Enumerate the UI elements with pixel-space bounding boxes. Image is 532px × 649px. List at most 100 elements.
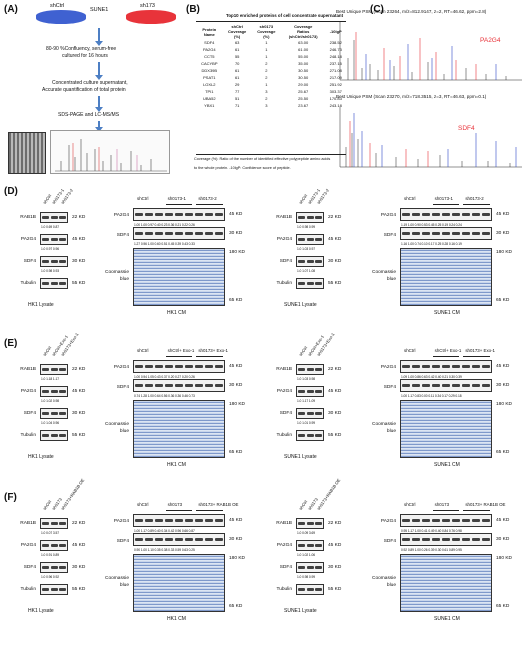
- hk1-cm-ratio2: 0.74 1.28 1.00 0.64 0.56 0.36 0.36 0.46 …: [134, 393, 195, 398]
- table-header-line: (%): [263, 34, 270, 39]
- sune1-cm-band: [442, 519, 450, 522]
- sune1-lysate-band: [298, 216, 305, 219]
- hk1-lysate-protein-label: Tubulin: [20, 281, 36, 286]
- table-cell: 29.00: [298, 82, 309, 87]
- sune1-lysate-caption: SUNE1 Lysate: [284, 608, 317, 614]
- hk1-lysate-band: [50, 544, 58, 547]
- sune1-lysate-band: [306, 588, 314, 591]
- sune1-lysate-protein-label: RAB1B: [276, 215, 292, 220]
- sune1-lysate-protein-label: SDF4: [279, 565, 292, 570]
- hk1-cm-band: [155, 384, 163, 387]
- table-rule-bottom: [196, 154, 346, 155]
- table-cell: 63.00: [298, 40, 309, 45]
- hk1-cm-band: [165, 232, 173, 235]
- sune1-lysate-kda: 55 KD: [328, 587, 342, 592]
- table-cell: LOXL2: [203, 82, 216, 87]
- hk1-cm-band: [155, 538, 163, 541]
- hk1-cm-band: [205, 384, 213, 387]
- table-cell: CACYBP: [201, 61, 218, 66]
- sune1-cm-blue-label: blue: [386, 429, 396, 434]
- hk1-lysate-band: [42, 238, 49, 241]
- sune1-lysate-ratio: 1.0 0.98 0.99: [297, 224, 315, 229]
- hk1-cm-ratio2: 0.90 1.00 1.10 0.35 0.38 0.33 0.59 0.63 …: [134, 547, 195, 552]
- sune1-cm-band: [462, 365, 470, 368]
- sune1-cm-band: [452, 519, 460, 522]
- hk1-cm-band: [175, 538, 183, 541]
- hk1-cm-sdf4-label: SDF4: [116, 539, 129, 544]
- table-cell: 61.00: [298, 47, 309, 52]
- table-cell: 248.18: [329, 54, 342, 59]
- sune1-lysate-band: [298, 390, 305, 393]
- hk1-cm-band: [215, 384, 223, 387]
- sune1-cm-bracket: [432, 204, 460, 205]
- table-title: Top10 enriched proteins of cell concentr…: [226, 13, 344, 18]
- sune1-cm-band: [462, 213, 470, 216]
- spectrum-1: [336, 18, 526, 88]
- sune1-cm-coomassie-label: Coomassie: [372, 576, 396, 581]
- sune1-lysate-band: [298, 238, 305, 241]
- sune1-lysate-band: [315, 544, 322, 547]
- hk1-cm-bracket: [165, 510, 193, 511]
- hk1-cm-band: [145, 384, 153, 387]
- hk1-lysate-band: [42, 544, 49, 547]
- sune1-lysate-ratio: 1.0 1.03 0.98: [297, 376, 315, 381]
- hk1-lysate-protein-label: SDF4: [23, 259, 36, 264]
- sune1-cm-band: [432, 384, 440, 387]
- hk1-lysate-kda: 55 KD: [72, 587, 86, 592]
- sune1-lysate-band: [315, 390, 322, 393]
- sune1-cm-band: [472, 538, 480, 541]
- sune1-lysate-band: [298, 588, 305, 591]
- sune1-lysate-band: [306, 216, 314, 219]
- sune1-lysate-band: [298, 260, 305, 263]
- hk1-cm-ratio1: 1.00 1.00 0.97 0.40 0.23 0.36 0.21 0.22 …: [134, 222, 195, 227]
- table-cell: CCT5: [204, 54, 215, 59]
- sune1-lysate-band: [306, 434, 314, 437]
- hk1-cm-group-label: shCtrl: [137, 196, 149, 201]
- hk1-lysate-protein-label: Tubulin: [20, 587, 36, 592]
- sune1-cm-band: [452, 538, 460, 541]
- hk1-lysate-caption: HK1 Lysate: [28, 454, 54, 460]
- sune1-cm-blue-label: blue: [386, 277, 396, 282]
- hk1-lysate-band: [42, 390, 49, 393]
- hk1-lysate-ratio: 1.0 1.04 0.96: [41, 420, 59, 425]
- arrow-4: [95, 121, 103, 132]
- hk1-lysate-kda: 22 KD: [72, 521, 86, 526]
- hk1-lysate-lane-label: shCtrl: [41, 345, 53, 357]
- hk1-lysate-band: [59, 544, 66, 547]
- hk1-cm-coomassie-label: Coomassie: [105, 270, 129, 275]
- table-cell: 303.37: [329, 89, 342, 94]
- sune1-lysate-band: [315, 282, 322, 285]
- table-cell: 23.67: [298, 103, 309, 108]
- sune1-cm-band: [482, 365, 490, 368]
- table-header-line: Protein: [202, 26, 217, 32]
- table-header-cell: Coverage Ratios (shCtrl/sh0173): [281, 24, 326, 39]
- hk1-lysate-band: [50, 566, 58, 569]
- sune1-cm-coomassie-gel: [400, 400, 492, 458]
- table-header-line: Coverage: [257, 29, 276, 34]
- hk1-lysate-band: [42, 566, 49, 569]
- sune1-lysate-kda: 22 KD: [328, 215, 342, 220]
- hk1-cm-pa2g4-label: PA2G4: [113, 213, 129, 218]
- hk1-lysate-kda: 55 KD: [72, 433, 86, 438]
- sune1-lysate-band: [306, 566, 314, 569]
- hk1-cm-coomassie-gel: [133, 554, 225, 612]
- hk1-lysate-band: [42, 588, 49, 591]
- hk1-cm-band: [185, 365, 193, 368]
- sh173-label: sh173: [140, 3, 155, 9]
- hk1-lysate-kda: 45 KD: [72, 237, 86, 242]
- sune1-lysate-ratio: 1.0 1.01 0.99: [297, 420, 315, 425]
- sune1-cm-kda65: 65 KD: [496, 298, 510, 303]
- hk1-lysate-ratio: 1.0 1.02 0.98: [41, 398, 59, 403]
- sune1-lysate-band: [306, 282, 314, 285]
- hk1-cm-sdf4-label: SDF4: [116, 385, 129, 390]
- table-cell: 61: [234, 68, 240, 73]
- hk1-cm-band: [215, 232, 223, 235]
- hk1-cm-band: [185, 519, 193, 522]
- hk1-cm-kda30: 30 KD: [229, 383, 243, 388]
- hk1-lysate-kda: 45 KD: [72, 543, 86, 548]
- sune1-lysate-band: [306, 368, 314, 371]
- sune1-cm-caption: SUNE1 CM: [434, 616, 460, 622]
- hk1-cm-kda30: 30 KD: [229, 231, 243, 236]
- hk1-lysate-lane-label: shCtrl: [41, 499, 53, 511]
- sune1-cm-band: [462, 232, 470, 235]
